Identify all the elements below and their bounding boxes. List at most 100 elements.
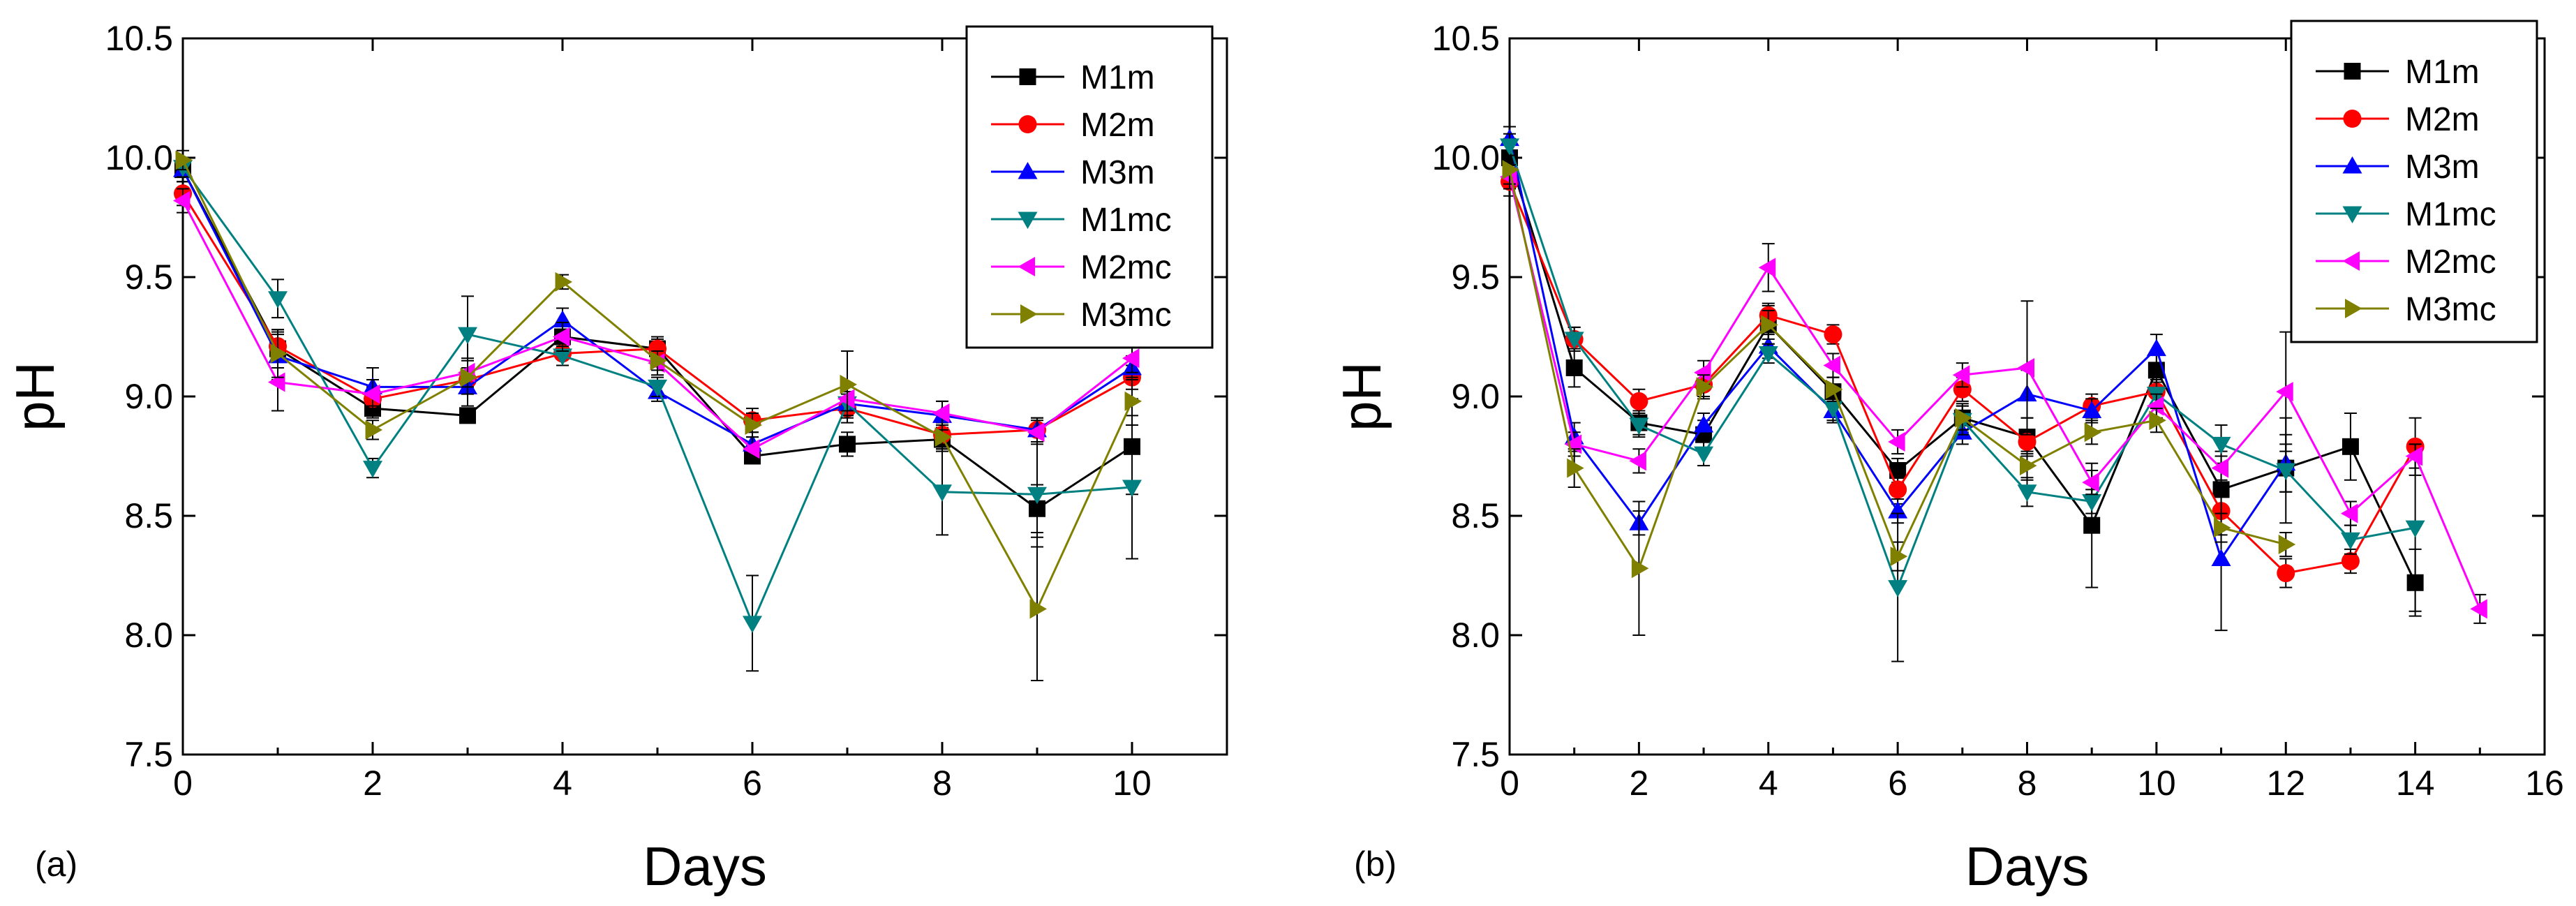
chart-1-point-M2m	[1953, 380, 1972, 399]
chart-0-point-M3mc	[745, 415, 762, 436]
chart-0-point-M1mc	[363, 461, 382, 478]
chart-1-legend-marker	[2344, 63, 2361, 80]
chart-0-xtick-label: 10	[1112, 764, 1152, 803]
chart-1-point-M1mc	[1823, 401, 1843, 419]
chart-0-point-M3mc	[270, 343, 288, 364]
chart-0-point-M1mc	[268, 291, 288, 309]
chart-1-legend-label: M2mc	[2405, 244, 2496, 281]
chart-1-xtick-label: 2	[1629, 764, 1648, 803]
chart-1-point-M1mc	[1564, 332, 1584, 349]
chart-1-legend-frame	[2290, 20, 2538, 343]
chart-1-legend-label: M1m	[2405, 54, 2480, 91]
chart-1-point-M1mc	[2276, 463, 2296, 481]
chart-1: 0 2 4 6 8 10 12 14 16 7.5 8.0 8.5 9.0 9.5 10.0 10.5 Days…	[1331, 19, 2564, 897]
chart-0-point-M1m	[839, 436, 856, 453]
chart-0-point-M1mc	[932, 484, 952, 502]
chart-0-point-M3mc	[1124, 391, 1142, 411]
chart-0-ytick-label: 9.0	[124, 377, 173, 416]
chart-1-point-M2m	[1630, 392, 1648, 410]
chart-0-ytick-label: 8.5	[124, 496, 173, 535]
chart-1-point-M1mc	[2211, 436, 2231, 454]
chart-1-legend-label: M1mc	[2405, 196, 2496, 233]
chart-1-xtick-label: 10	[2137, 764, 2176, 803]
chart-1-xtick-label: 8	[2018, 764, 2037, 803]
chart-1-point-M1mc	[1629, 417, 1649, 436]
chart-0-point-M1mc	[743, 616, 762, 633]
chart-1-xtick-label: 6	[1888, 764, 1907, 803]
chart-0-point-M2mc	[837, 389, 855, 409]
chart-1-legend-label: M3m	[2405, 149, 2480, 186]
chart-1-point-M2m	[2341, 551, 2360, 570]
chart-0-point-M3mc	[1029, 599, 1047, 619]
chart-1-series-M3mc	[1502, 154, 2296, 636]
chart-1-point-M2mc	[1758, 258, 1776, 278]
chart-0-point-M1mc	[1122, 480, 1142, 497]
chart-1-point-M2mc	[2211, 458, 2229, 478]
chart-0-legend-label: M3m	[1080, 154, 1155, 191]
chart-1-point-M3mc	[1631, 558, 1649, 579]
chart-0-legend-label: M1mc	[1080, 202, 1172, 239]
chart-1-legend-marker	[2342, 156, 2362, 174]
chart-0-legend-frame	[965, 25, 1214, 349]
chart-0-point-M1mc	[458, 327, 477, 345]
chart-1-point-M2mc	[2405, 446, 2423, 466]
chart-1-ytick-label: 8.0	[1451, 616, 1500, 655]
chart-0-legend-marker	[1018, 162, 1038, 179]
chart-0-legend-marker	[1018, 115, 1037, 133]
chart-1-point-M3m	[2211, 549, 2231, 567]
chart-1-ytick-label: 9.5	[1451, 258, 1500, 297]
chart-0-xtick-label: 0	[173, 764, 193, 803]
chart-1-point-M1mc	[1500, 138, 1519, 156]
chart-0-point-M2mc	[553, 327, 570, 347]
chart-0-point-M3mc	[460, 367, 477, 387]
chart-1-xtick-label: 4	[1759, 764, 1778, 803]
chart-0: 0 2 4 6 8 10 7.5 8.0 8.5 9.0 9.5 10.0 10.5 Days pH (a) M…	[4, 19, 1228, 897]
chart-0-point-M2mc	[1027, 422, 1045, 443]
chart-1-xtick-label: 0	[1500, 764, 1519, 803]
chart-1-point-M1mc	[2405, 520, 2425, 538]
chart-0-point-M3mc	[175, 150, 193, 170]
chart-0-point-M2mc	[173, 191, 191, 211]
chart-1-point-M3mc	[1825, 379, 1843, 399]
chart-0-point-M2mc	[932, 403, 950, 423]
chart-1-point-M2m	[1889, 480, 1907, 499]
chart-1-point-M3mc	[1567, 458, 1584, 478]
chart-1-legend-marker	[2342, 206, 2362, 223]
chart-0-legend-label: M2mc	[1080, 249, 1172, 286]
chart-1-xlabel: Days	[1965, 836, 2090, 897]
chart-1-ytick-label: 8.5	[1451, 496, 1500, 535]
chart-0-ytick-label: 8.0	[124, 616, 173, 655]
chart-1-point-M3mc	[2214, 518, 2231, 538]
chart-1-point-M3mc	[1502, 160, 1519, 180]
chart-1-point-M1mc	[1694, 446, 1714, 464]
chart-1-point-M2mc	[1694, 362, 1711, 383]
chart-1-panel-label: (b)	[1354, 845, 1397, 884]
chart-0-point-M2mc	[363, 384, 380, 404]
chart-0-ylabel: pH	[4, 362, 66, 431]
chart-0-xtick-label: 2	[363, 764, 382, 803]
chart-0-point-M3mc	[650, 350, 667, 371]
chart-0-legend-marker	[1019, 68, 1036, 85]
chart-1-legend-label: M2m	[2405, 101, 2480, 138]
chart-1-point-M2mc	[1629, 451, 1646, 471]
chart-1-point-M1mc	[2082, 493, 2102, 512]
chart-0-xtick-label: 6	[743, 764, 762, 803]
chart-1-legend-marker	[2343, 110, 2362, 128]
chart-1-legend-label: M3mc	[2405, 291, 2496, 328]
chart-1-point-M2m	[2018, 432, 2037, 451]
chart-1-point-M3mc	[1761, 315, 1778, 335]
chart-1-xtick-label: 16	[2525, 764, 2564, 803]
chart-0-legend-marker	[1020, 304, 1038, 324]
chart-1-point-M1m	[2083, 517, 2101, 534]
chart-1-xtick-label: 12	[2266, 764, 2305, 803]
chart-0-legend: M1m M2m M3m M1mc M2mc M3mc	[965, 25, 1214, 349]
chart-0-point-M3mc	[365, 419, 382, 440]
chart-1-point-M2mc	[2082, 473, 2099, 493]
chart-0-ytick-label: 9.5	[124, 258, 173, 297]
chart-1-legend-marker	[2342, 251, 2360, 271]
chart-1-point-M3m	[2082, 401, 2102, 419]
chart-1-point-M3mc	[2084, 422, 2102, 443]
chart-0-legend-label: M3mc	[1080, 297, 1172, 334]
chart-0-point-M3mc	[935, 427, 952, 447]
chart-1-point-M3mc	[2149, 410, 2166, 431]
